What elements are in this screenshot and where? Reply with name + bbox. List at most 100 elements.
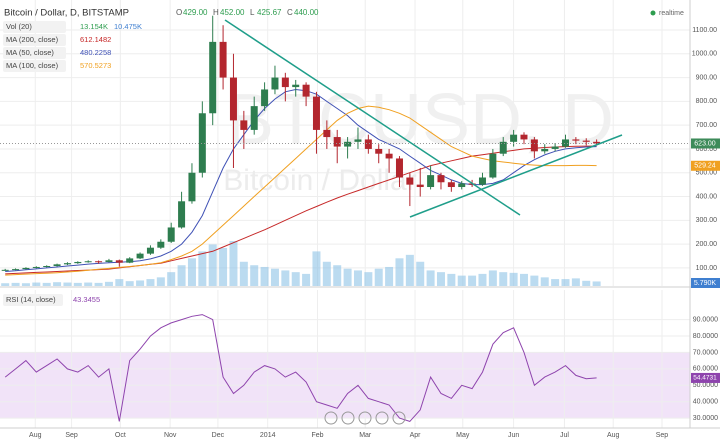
- scroll-left-button[interactable]: [324, 411, 338, 425]
- candle-body: [478, 177, 486, 185]
- volume-tag: [691, 278, 720, 288]
- volume-bar: [530, 275, 539, 286]
- y-tick-label: 600.00: [696, 146, 718, 153]
- candle-body: [32, 266, 40, 268]
- rsi-line: [4, 314, 597, 422]
- volume-bar: [436, 272, 445, 286]
- trend-line[interactable]: [224, 19, 521, 216]
- volume-bar: [198, 251, 207, 286]
- price-tag: [691, 160, 720, 171]
- candle-body: [427, 175, 435, 188]
- legend-box: [3, 34, 66, 46]
- x-tick-label: Apr: [410, 432, 422, 439]
- candle-body: [551, 146, 559, 149]
- legend-name: Vol (20): [6, 22, 32, 31]
- volume-bar: [343, 268, 352, 286]
- realtime-label[interactable]: realtime: [659, 10, 684, 17]
- volume-bar: [395, 258, 404, 286]
- volume-bar: [229, 241, 238, 286]
- volume-bar: [519, 273, 528, 286]
- volume-bar: [11, 282, 20, 286]
- volume-bar: [219, 247, 228, 286]
- ma-line: [5, 88, 597, 272]
- candle-body: [375, 148, 383, 154]
- volume-bar: [291, 272, 300, 286]
- ui-layer: realtime Aug Sep Oct Nov Dec 2014 Feb Mar Apr May…: [3, 8, 720, 439]
- y-tick-label: 1000.00: [692, 51, 717, 58]
- volume-bar: [167, 272, 176, 286]
- rsi-tag: [691, 372, 720, 383]
- volume-bar: [250, 265, 259, 286]
- volume-bar: [582, 280, 591, 286]
- hover-key: L: [250, 8, 255, 17]
- volume-bar: [187, 258, 196, 286]
- candle-body: [178, 201, 186, 228]
- candle-body: [447, 182, 455, 188]
- x-tick-label: 2014: [260, 432, 276, 439]
- hover-value: 429.00: [183, 8, 208, 17]
- rsi-tick-label: 50.0000: [693, 382, 718, 389]
- scroll-right-button[interactable]: [392, 411, 406, 425]
- reset-button[interactable]: [358, 411, 372, 425]
- candle-body: [157, 241, 165, 248]
- volume-bar: [125, 281, 134, 286]
- candle-body: [520, 134, 528, 140]
- candle-body: [582, 140, 590, 142]
- candle-body: [561, 139, 569, 147]
- candle-body: [364, 139, 372, 149]
- candle-body: [63, 263, 71, 265]
- candle-body: [188, 172, 196, 202]
- candle-body: [344, 141, 352, 147]
- volume-bar: [468, 275, 477, 286]
- hover-key: C: [287, 8, 293, 17]
- volume-bar: [374, 268, 383, 286]
- x-tick-label: Mar: [359, 432, 372, 439]
- candle-body: [302, 84, 310, 97]
- candle-body: [84, 261, 92, 263]
- x-tick-label: Jun: [508, 432, 519, 439]
- volume-bar: [63, 282, 72, 286]
- x-tick-label: Feb: [311, 432, 323, 439]
- candle-body: [281, 77, 289, 88]
- candle-body: [572, 139, 580, 141]
- volume-bar: [561, 279, 570, 286]
- rsi-tick-label: 70.0000: [693, 349, 718, 356]
- candle-body: [458, 183, 466, 188]
- volume-bar: [281, 270, 290, 286]
- volume-bar: [509, 272, 518, 286]
- trend-line[interactable]: [409, 134, 623, 218]
- legend-value: 612.1482: [80, 35, 111, 44]
- x-tick-label: Nov: [164, 432, 177, 439]
- hover-value: 425.67: [257, 8, 282, 17]
- volume-bar: [385, 266, 394, 286]
- hover-key: H: [213, 8, 219, 17]
- volume-bar: [426, 270, 435, 286]
- candle-body: [323, 129, 331, 138]
- y-tick-label: 1100.00: [692, 27, 717, 34]
- candle-body: [1, 269, 9, 271]
- legend-value: 570.5273: [80, 61, 111, 70]
- volume-bar: [239, 261, 248, 286]
- candle-body: [53, 264, 61, 267]
- back-layer: [0, 0, 690, 428]
- candle-body: [167, 227, 175, 242]
- volume-bar: [208, 244, 217, 286]
- rsi-tick-label: 60.0000: [693, 366, 718, 373]
- volume-bar: [42, 282, 51, 286]
- candle-body: [198, 113, 206, 173]
- chart-title: Bitcoin / Dollar, D, BITSTAMP: [4, 8, 129, 19]
- volume-bar: [270, 268, 279, 286]
- candle-body: [250, 106, 258, 130]
- volume-bar: [571, 278, 580, 286]
- hover-value: 440.00: [294, 8, 319, 17]
- legend-name: MA (200, close): [6, 35, 59, 44]
- candle-body: [146, 247, 154, 254]
- watermark: BTCUSD, D: [226, 80, 614, 160]
- legend-box: [3, 21, 66, 33]
- volume-bar: [156, 277, 165, 286]
- volume-bar: [540, 277, 549, 286]
- zoom-out-button[interactable]: [341, 411, 355, 425]
- zoom-in-button[interactable]: [375, 411, 389, 425]
- candle-body: [12, 269, 20, 271]
- candle-body: [229, 77, 237, 121]
